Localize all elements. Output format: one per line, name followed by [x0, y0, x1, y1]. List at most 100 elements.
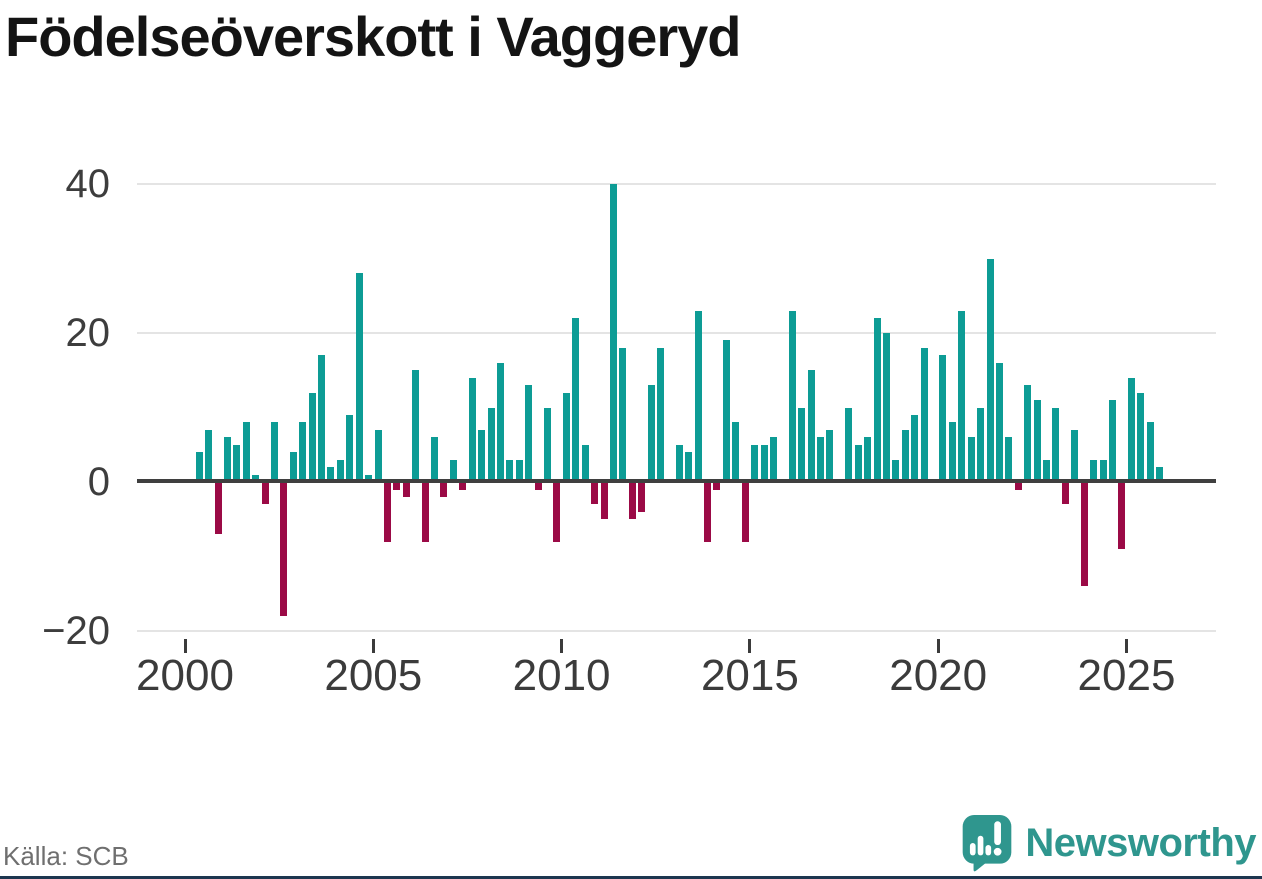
bar — [704, 482, 711, 542]
bar — [242, 422, 250, 482]
bar — [1005, 437, 1013, 482]
bar — [647, 385, 655, 482]
bar — [609, 184, 617, 482]
grid-line — [137, 630, 1216, 632]
bar — [308, 392, 316, 482]
bar — [336, 459, 344, 482]
bar — [967, 437, 975, 482]
grid-line — [137, 332, 1216, 334]
bar — [393, 482, 401, 490]
x-tick-label: 2000 — [136, 651, 234, 700]
bar — [205, 429, 212, 482]
bar — [845, 407, 853, 482]
bar — [431, 437, 438, 482]
bar — [854, 444, 862, 483]
bar — [911, 414, 919, 482]
bar — [289, 452, 297, 482]
bar — [939, 355, 947, 483]
bar — [713, 482, 721, 490]
bar — [223, 437, 231, 482]
bar — [657, 347, 664, 482]
bar — [694, 310, 702, 482]
bar — [600, 482, 608, 520]
bar — [299, 422, 307, 482]
bar — [675, 444, 683, 483]
source-label: Källa: SCB — [3, 841, 129, 871]
bar — [685, 452, 693, 482]
bar — [544, 407, 551, 482]
bar — [214, 482, 222, 535]
newsworthy-wordmark: Newsworthy — [1025, 821, 1256, 865]
bar — [581, 444, 589, 483]
bar — [619, 347, 627, 482]
x-tick-label: 2005 — [324, 651, 423, 700]
newsworthy-bubble-icon — [963, 815, 1012, 872]
bar — [402, 482, 410, 497]
bar — [459, 482, 467, 490]
bar — [798, 407, 806, 482]
bar — [1099, 459, 1107, 482]
bar — [421, 482, 429, 542]
x-tick-mark — [371, 639, 375, 653]
y-tick-label: 20 — [65, 311, 111, 355]
bar — [1108, 400, 1116, 483]
bar — [873, 318, 881, 482]
bar — [346, 414, 354, 482]
bar — [948, 422, 956, 482]
bar — [628, 482, 636, 520]
bar — [1127, 377, 1135, 482]
grid-line — [137, 183, 1216, 185]
bar — [1090, 459, 1097, 482]
bar — [525, 385, 533, 482]
newsworthy-logo: Newsworthy — [961, 814, 1256, 873]
bar — [741, 482, 749, 542]
bar — [195, 452, 203, 482]
bar — [882, 333, 890, 482]
y-tick-label: −20 — [42, 609, 110, 653]
bar — [722, 340, 730, 482]
bar — [892, 459, 900, 482]
bar — [788, 310, 796, 482]
bar — [1137, 392, 1145, 482]
bar — [233, 444, 241, 483]
bar — [440, 482, 448, 497]
bar — [1071, 429, 1079, 482]
bar — [1024, 385, 1032, 482]
bar — [901, 429, 909, 482]
bar — [1146, 422, 1154, 482]
bar — [374, 429, 382, 482]
bar — [252, 474, 260, 483]
bar — [826, 429, 834, 482]
bar — [807, 370, 815, 483]
bar — [553, 482, 561, 542]
bar — [958, 310, 966, 482]
bar — [383, 482, 391, 542]
bar — [261, 482, 269, 505]
bottom-strip — [0, 876, 1262, 879]
bar — [327, 467, 335, 482]
y-tick-label: 0 — [87, 460, 110, 504]
bar — [1061, 482, 1069, 505]
bar — [468, 377, 476, 482]
bar — [995, 362, 1003, 482]
bar — [817, 437, 824, 482]
x-tick-mark — [936, 639, 940, 653]
bar — [769, 437, 777, 482]
bar — [487, 407, 495, 482]
bar — [270, 422, 278, 482]
x-tick-label: 2025 — [1077, 651, 1176, 700]
bar — [638, 482, 646, 512]
chart-title: Födelseöverskott i Vaggeryd — [5, 5, 741, 68]
bar — [478, 429, 486, 482]
bar — [355, 273, 363, 482]
bar — [1014, 482, 1022, 490]
x-tick-mark — [1125, 639, 1128, 653]
x-tick-mark — [748, 639, 752, 653]
bar — [986, 258, 994, 482]
x-tick-mark — [560, 639, 564, 653]
bar — [412, 370, 420, 483]
bar — [280, 482, 288, 617]
x-tick-label: 2015 — [700, 651, 799, 700]
y-tick-label: 40 — [65, 162, 111, 206]
